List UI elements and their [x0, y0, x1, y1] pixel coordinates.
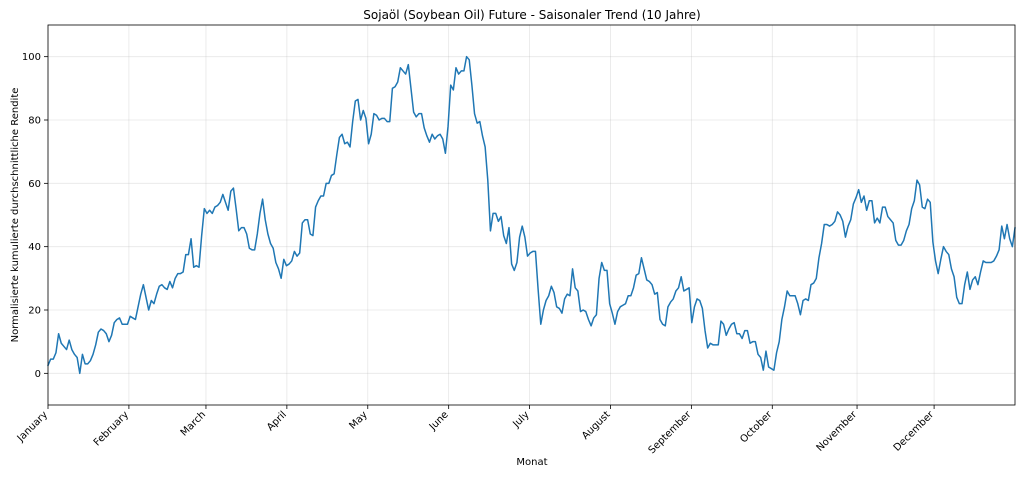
- y-tick-label: 20: [28, 306, 41, 317]
- series-layer: [47, 55, 1016, 375]
- x-axis: January February March April May June July Augu…: [15, 405, 937, 456]
- y-tick-label: 40: [28, 242, 41, 253]
- x-tick-label: January: [15, 409, 50, 444]
- chart-title: Sojaöl (Soybean Oil) Future - Saisonaler…: [363, 8, 700, 22]
- x-tick-label: November: [815, 409, 860, 454]
- x-axis-label: Monat: [516, 457, 547, 468]
- y-tick-label: 80: [28, 116, 41, 127]
- x-tick-label: October: [738, 409, 775, 446]
- y-tick-label: 0: [35, 369, 41, 380]
- x-tick-label: September: [647, 409, 694, 456]
- x-tick-label: August: [580, 409, 613, 442]
- x-tick-label: April: [265, 409, 289, 433]
- x-tick-label: March: [179, 409, 208, 438]
- y-axis-label: Normalisierte kumulierte durchschnittlic…: [10, 88, 21, 343]
- y-tick-label: 100: [22, 52, 41, 63]
- x-tick-label: June: [427, 409, 451, 433]
- x-tick-label: December: [892, 409, 937, 454]
- x-tick-label: February: [92, 409, 131, 448]
- grid: [47, 25, 1015, 405]
- x-tick-label: July: [510, 409, 531, 430]
- plot-frame: [47, 24, 1016, 406]
- x-tick-label: May: [347, 409, 369, 431]
- series-line: [47, 55, 1016, 375]
- y-axis: 0 20 40 60 80 100: [22, 52, 48, 380]
- y-tick-label: 60: [28, 179, 41, 190]
